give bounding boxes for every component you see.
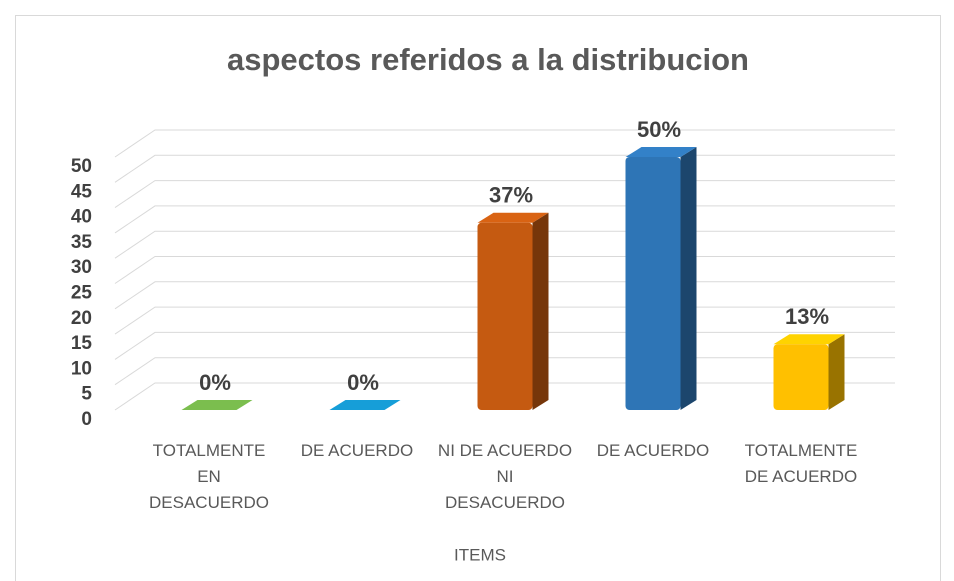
bar <box>773 344 829 410</box>
y-tick-label: 15 <box>71 333 93 354</box>
bar-side <box>680 147 697 410</box>
value-label: 0% <box>347 370 379 395</box>
grid-line <box>114 129 895 158</box>
x-tick-label: DE ACUERDO <box>597 441 709 460</box>
x-axis-label: ITEMS <box>454 545 506 564</box>
bar-top <box>477 212 549 223</box>
y-tick-label: 50 <box>71 156 92 177</box>
x-tick-label: NI DE ACUERDO NI DESACUERDO <box>438 441 572 512</box>
y-tick-label: 0 <box>81 409 92 430</box>
bar-top <box>329 400 401 410</box>
bar-top <box>625 147 697 157</box>
x-tick-label: TOTALMENTE EN DESACUERDO <box>149 441 269 512</box>
bar-side <box>532 212 549 410</box>
value-label: 0% <box>199 370 231 395</box>
y-tick-label: 45 <box>71 181 93 202</box>
bar <box>477 222 533 410</box>
y-tick-label: 30 <box>71 257 92 278</box>
y-tick-label: 10 <box>71 358 92 379</box>
bar-side <box>828 334 845 410</box>
value-label: 50% <box>637 117 681 142</box>
value-label: 13% <box>785 304 829 329</box>
y-tick-label: 25 <box>71 283 93 304</box>
x-tick-label: DE ACUERDO <box>301 441 413 460</box>
bar-top <box>773 334 845 345</box>
y-tick-label: 20 <box>71 308 92 329</box>
bar-top <box>181 400 253 410</box>
y-tick-label: 5 <box>81 384 92 405</box>
value-label: 37% <box>489 183 533 208</box>
bar <box>625 157 681 410</box>
y-tick-label: 35 <box>71 232 93 253</box>
x-tick-label: TOTALMENTE DE ACUERDO <box>745 441 858 486</box>
y-tick-label: 40 <box>71 207 92 228</box>
chart-title: aspectos referidos a la distribucion <box>227 42 749 77</box>
